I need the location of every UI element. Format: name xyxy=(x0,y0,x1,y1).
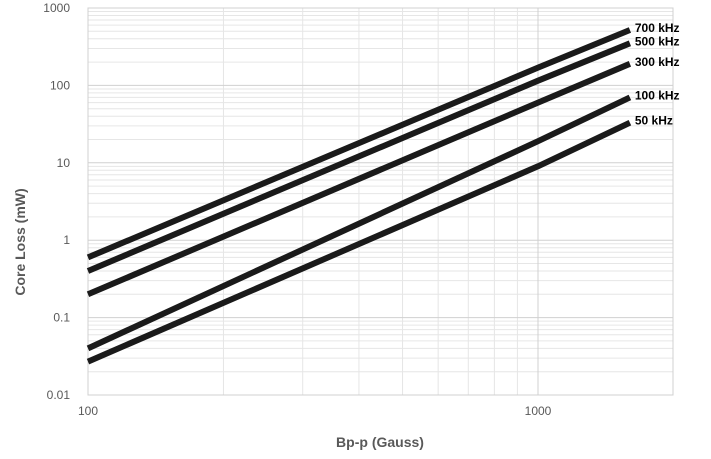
x-axis-title: Bp-p (Gauss) xyxy=(336,434,424,450)
y-axis-title: Core Loss (mW) xyxy=(12,188,28,295)
plot-area-border xyxy=(87,7,674,396)
x-tick-label: 1000 xyxy=(525,404,552,418)
series-line-300-khz xyxy=(86,61,632,298)
y-tick-label: 1 xyxy=(63,233,70,247)
series-line-100-khz xyxy=(86,94,632,352)
series-label-50-khz: 50 kHz xyxy=(635,114,673,128)
series-label-700-khz: 700 kHz xyxy=(635,21,680,35)
series-line-700-khz xyxy=(86,27,632,261)
y-axis-tick-labels: 0.01 0.1 1 10 100 1000 xyxy=(43,1,70,402)
x-tick-label: 100 xyxy=(78,404,98,418)
y-tick-label: 100 xyxy=(50,78,70,92)
series-line-50-khz xyxy=(86,119,632,365)
y-tick-label: 0.01 xyxy=(47,388,71,402)
series-lines xyxy=(86,27,632,365)
series-label-100-khz: 100 kHz xyxy=(635,88,680,102)
y-tick-label: 10 xyxy=(57,156,71,170)
series-label-500-khz: 500 kHz xyxy=(635,34,680,48)
major-gridlines xyxy=(87,7,674,396)
y-tick-label: 1000 xyxy=(43,1,70,15)
series-label-300-khz: 300 kHz xyxy=(635,55,680,69)
x-axis-tick-labels: 100 1000 xyxy=(78,404,552,418)
series-line-500-khz xyxy=(86,40,632,274)
minor-gridlines xyxy=(88,8,673,395)
y-tick-label: 0.1 xyxy=(53,311,70,325)
